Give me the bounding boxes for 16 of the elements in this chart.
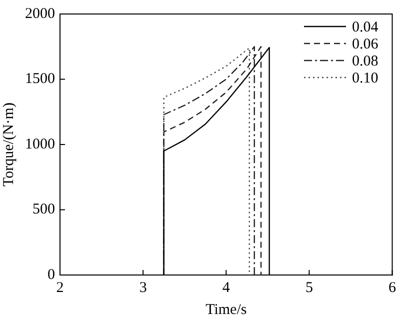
x-tick-label: 6: [388, 280, 396, 296]
y-tick-label: 0: [48, 266, 55, 283]
y-tick-label: 500: [32, 202, 55, 218]
legend-label: 0.08: [352, 53, 378, 70]
legend-label: 0.04: [352, 19, 379, 36]
x-tick-label: 5: [305, 280, 313, 296]
y-tick-label: 1000: [25, 136, 55, 152]
legend-label: 0.06: [352, 36, 379, 52]
x-axis-title: Time/s: [206, 302, 247, 318]
x-tick-label: 3: [139, 280, 147, 296]
x-tick-label: 2: [56, 280, 64, 296]
y-axis-title: Torque/(N·m): [0, 102, 17, 186]
y-tick-label: 1500: [25, 71, 55, 88]
legend-label: 0.10: [352, 70, 378, 86]
y-tick-label: 2000: [25, 6, 55, 22]
x-tick-label: 4: [222, 280, 230, 296]
